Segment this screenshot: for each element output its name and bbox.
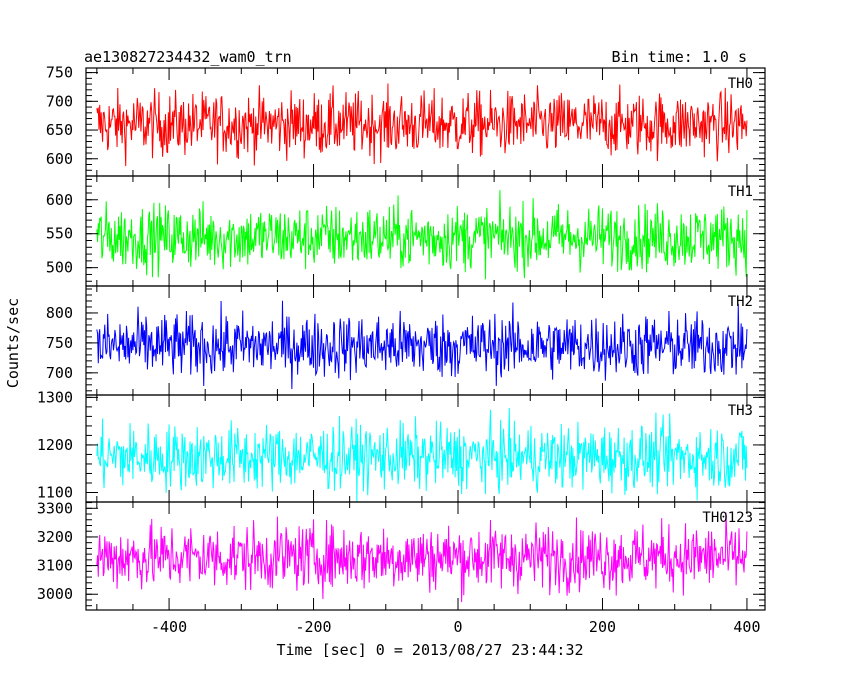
y-tick-label: 3000 [37, 585, 73, 603]
y-tick-label: 1100 [37, 483, 73, 501]
y-tick-label: 800 [46, 304, 73, 322]
y-tick-label: 3300 [37, 499, 73, 517]
x-tick-label: -400 [151, 618, 187, 636]
panels-group: 600 650 700 750 TH0 500 550 600 TH1 700 750 800 TH2 1… [37, 64, 766, 636]
y-tick-label: 600 [46, 150, 73, 168]
panel-label: TH0 [728, 76, 753, 92]
x-tick-label: 400 [733, 618, 760, 636]
y-axis-label: Counts/sec [4, 298, 22, 388]
chart-title: ae130827234432_wam0_trn [84, 48, 292, 66]
panel-label: TH2 [728, 294, 753, 310]
y-tick-label: 1300 [37, 388, 73, 406]
panel-label: TH1 [728, 184, 753, 200]
y-tick-label: 750 [46, 64, 73, 82]
x-tick-label: 200 [589, 618, 616, 636]
series-line-th0123 [96, 512, 748, 603]
panel-frame [85, 501, 766, 611]
x-axis-label: Time [sec] 0 = 2013/08/27 23:44:32 [276, 641, 583, 659]
series-line-th2 [96, 300, 748, 390]
panel-label: TH0123 [702, 510, 753, 526]
panel-label: TH3 [728, 403, 753, 419]
y-tick-label: 1200 [37, 436, 73, 454]
y-tick-label: 750 [46, 334, 73, 352]
bin-time-label: Bin time: 1.0 s [612, 48, 747, 66]
y-tick-label: 3100 [37, 557, 73, 575]
series-line-th0 [96, 83, 748, 167]
y-tick-label: 600 [46, 191, 73, 209]
panel-th0123: 3000 3100 3200 3300 TH0123 [37, 499, 766, 611]
x-tick-label: 0 [453, 618, 462, 636]
y-tick-label: 650 [46, 121, 73, 139]
y-tick-label: 700 [46, 92, 73, 110]
panel-th1: 500 550 600 TH1 [46, 175, 766, 287]
panel-th2: 700 750 800 TH2 [46, 285, 766, 396]
panel-th3: 1100 1200 1300 TH3 [37, 388, 766, 503]
series-line-th3 [96, 407, 748, 502]
y-tick-label: 3200 [37, 528, 73, 546]
y-tick-label: 550 [46, 225, 73, 243]
x-tick-label: -200 [295, 618, 331, 636]
panel-th0: 600 650 700 750 TH0 [46, 64, 766, 177]
series-line-th1 [96, 190, 748, 280]
y-tick-label: 500 [46, 259, 73, 277]
y-tick-label: 700 [46, 364, 73, 382]
